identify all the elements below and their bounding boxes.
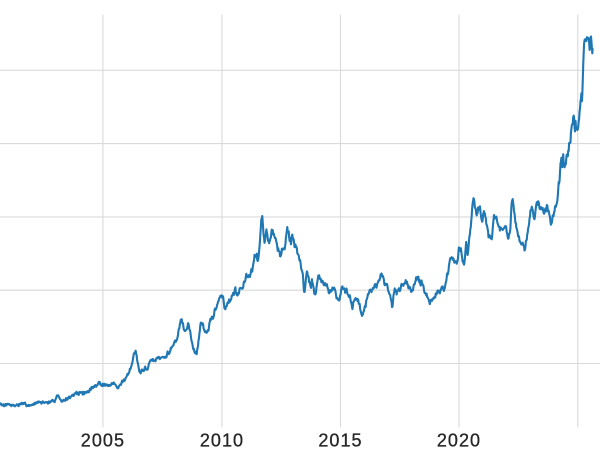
svg-text:2020: 2020 [437,431,481,451]
svg-text:2015: 2015 [318,431,362,451]
svg-text:2005: 2005 [81,431,125,451]
svg-text:2010: 2010 [200,431,244,451]
